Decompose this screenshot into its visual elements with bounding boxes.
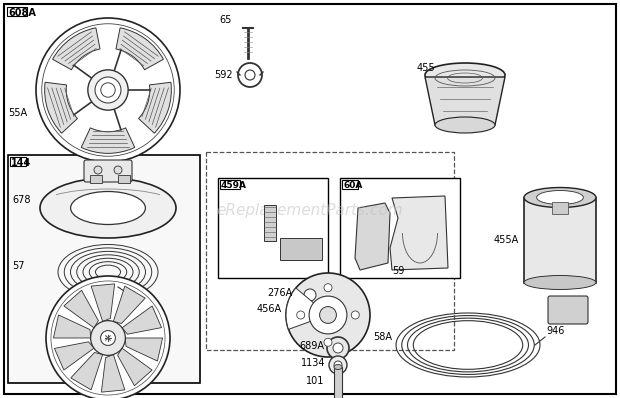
Bar <box>218 178 328 278</box>
Wedge shape <box>138 82 171 133</box>
Text: 946: 946 <box>546 326 564 336</box>
Circle shape <box>297 311 304 319</box>
Bar <box>8 155 200 383</box>
Polygon shape <box>55 342 94 370</box>
Ellipse shape <box>71 191 146 224</box>
Bar <box>90 175 102 183</box>
Wedge shape <box>286 288 328 330</box>
Ellipse shape <box>40 178 176 238</box>
Text: 689A: 689A <box>299 341 324 351</box>
Text: 276A: 276A <box>267 288 292 298</box>
Bar <box>340 178 460 278</box>
Bar <box>334 367 342 398</box>
Text: 144: 144 <box>11 158 31 168</box>
Circle shape <box>114 166 122 174</box>
Polygon shape <box>125 338 162 361</box>
Circle shape <box>286 273 370 357</box>
Polygon shape <box>91 284 115 322</box>
Circle shape <box>333 343 343 353</box>
Bar <box>7 7 27 16</box>
Bar <box>220 180 240 189</box>
Polygon shape <box>355 203 390 270</box>
Circle shape <box>334 361 342 369</box>
Text: 57: 57 <box>12 261 25 271</box>
Polygon shape <box>53 315 91 338</box>
Ellipse shape <box>524 275 596 289</box>
Text: 1134: 1134 <box>301 358 325 368</box>
FancyBboxPatch shape <box>84 160 132 182</box>
Text: 55A: 55A <box>8 108 27 118</box>
Ellipse shape <box>524 187 596 207</box>
Circle shape <box>309 296 347 334</box>
Circle shape <box>91 321 125 355</box>
Text: eReplacementParts.com: eReplacementParts.com <box>216 203 404 217</box>
Circle shape <box>296 281 324 309</box>
Text: 58A: 58A <box>373 332 392 342</box>
Bar <box>552 201 568 213</box>
Circle shape <box>324 338 332 346</box>
Circle shape <box>304 289 316 301</box>
Bar <box>10 157 25 166</box>
Text: 456A: 456A <box>257 304 282 314</box>
Text: 101: 101 <box>306 376 324 386</box>
Text: 592: 592 <box>215 70 233 80</box>
Ellipse shape <box>425 63 505 87</box>
Wedge shape <box>116 28 164 70</box>
Ellipse shape <box>435 117 495 133</box>
Polygon shape <box>113 286 145 324</box>
Polygon shape <box>64 290 99 328</box>
Circle shape <box>324 284 332 292</box>
Circle shape <box>329 356 347 374</box>
Wedge shape <box>53 28 100 70</box>
Text: 608A: 608A <box>8 8 36 18</box>
Polygon shape <box>101 355 125 392</box>
Polygon shape <box>71 353 103 390</box>
Polygon shape <box>390 196 448 270</box>
Text: 60A: 60A <box>343 181 362 190</box>
Polygon shape <box>122 306 162 334</box>
Text: 59: 59 <box>392 266 404 276</box>
Circle shape <box>101 83 115 97</box>
Circle shape <box>319 306 337 324</box>
Circle shape <box>327 337 349 359</box>
Circle shape <box>36 18 180 162</box>
Bar <box>118 175 130 183</box>
Bar <box>342 180 358 189</box>
Circle shape <box>46 276 170 398</box>
FancyBboxPatch shape <box>548 296 588 324</box>
Polygon shape <box>425 77 505 125</box>
Bar <box>206 152 454 350</box>
Bar <box>264 205 276 241</box>
Text: 455A: 455A <box>494 235 519 245</box>
Text: 455: 455 <box>417 63 436 73</box>
Text: 65: 65 <box>219 15 232 25</box>
Circle shape <box>352 311 360 319</box>
Ellipse shape <box>536 191 583 205</box>
Ellipse shape <box>334 365 342 369</box>
Wedge shape <box>81 128 135 153</box>
Text: 678: 678 <box>12 195 30 205</box>
Circle shape <box>88 70 128 110</box>
Wedge shape <box>45 82 78 133</box>
Text: 459A: 459A <box>221 181 247 190</box>
Bar <box>524 197 596 283</box>
Circle shape <box>95 77 121 103</box>
Circle shape <box>94 166 102 174</box>
Polygon shape <box>118 348 152 386</box>
Bar <box>280 238 322 260</box>
Circle shape <box>100 331 115 345</box>
